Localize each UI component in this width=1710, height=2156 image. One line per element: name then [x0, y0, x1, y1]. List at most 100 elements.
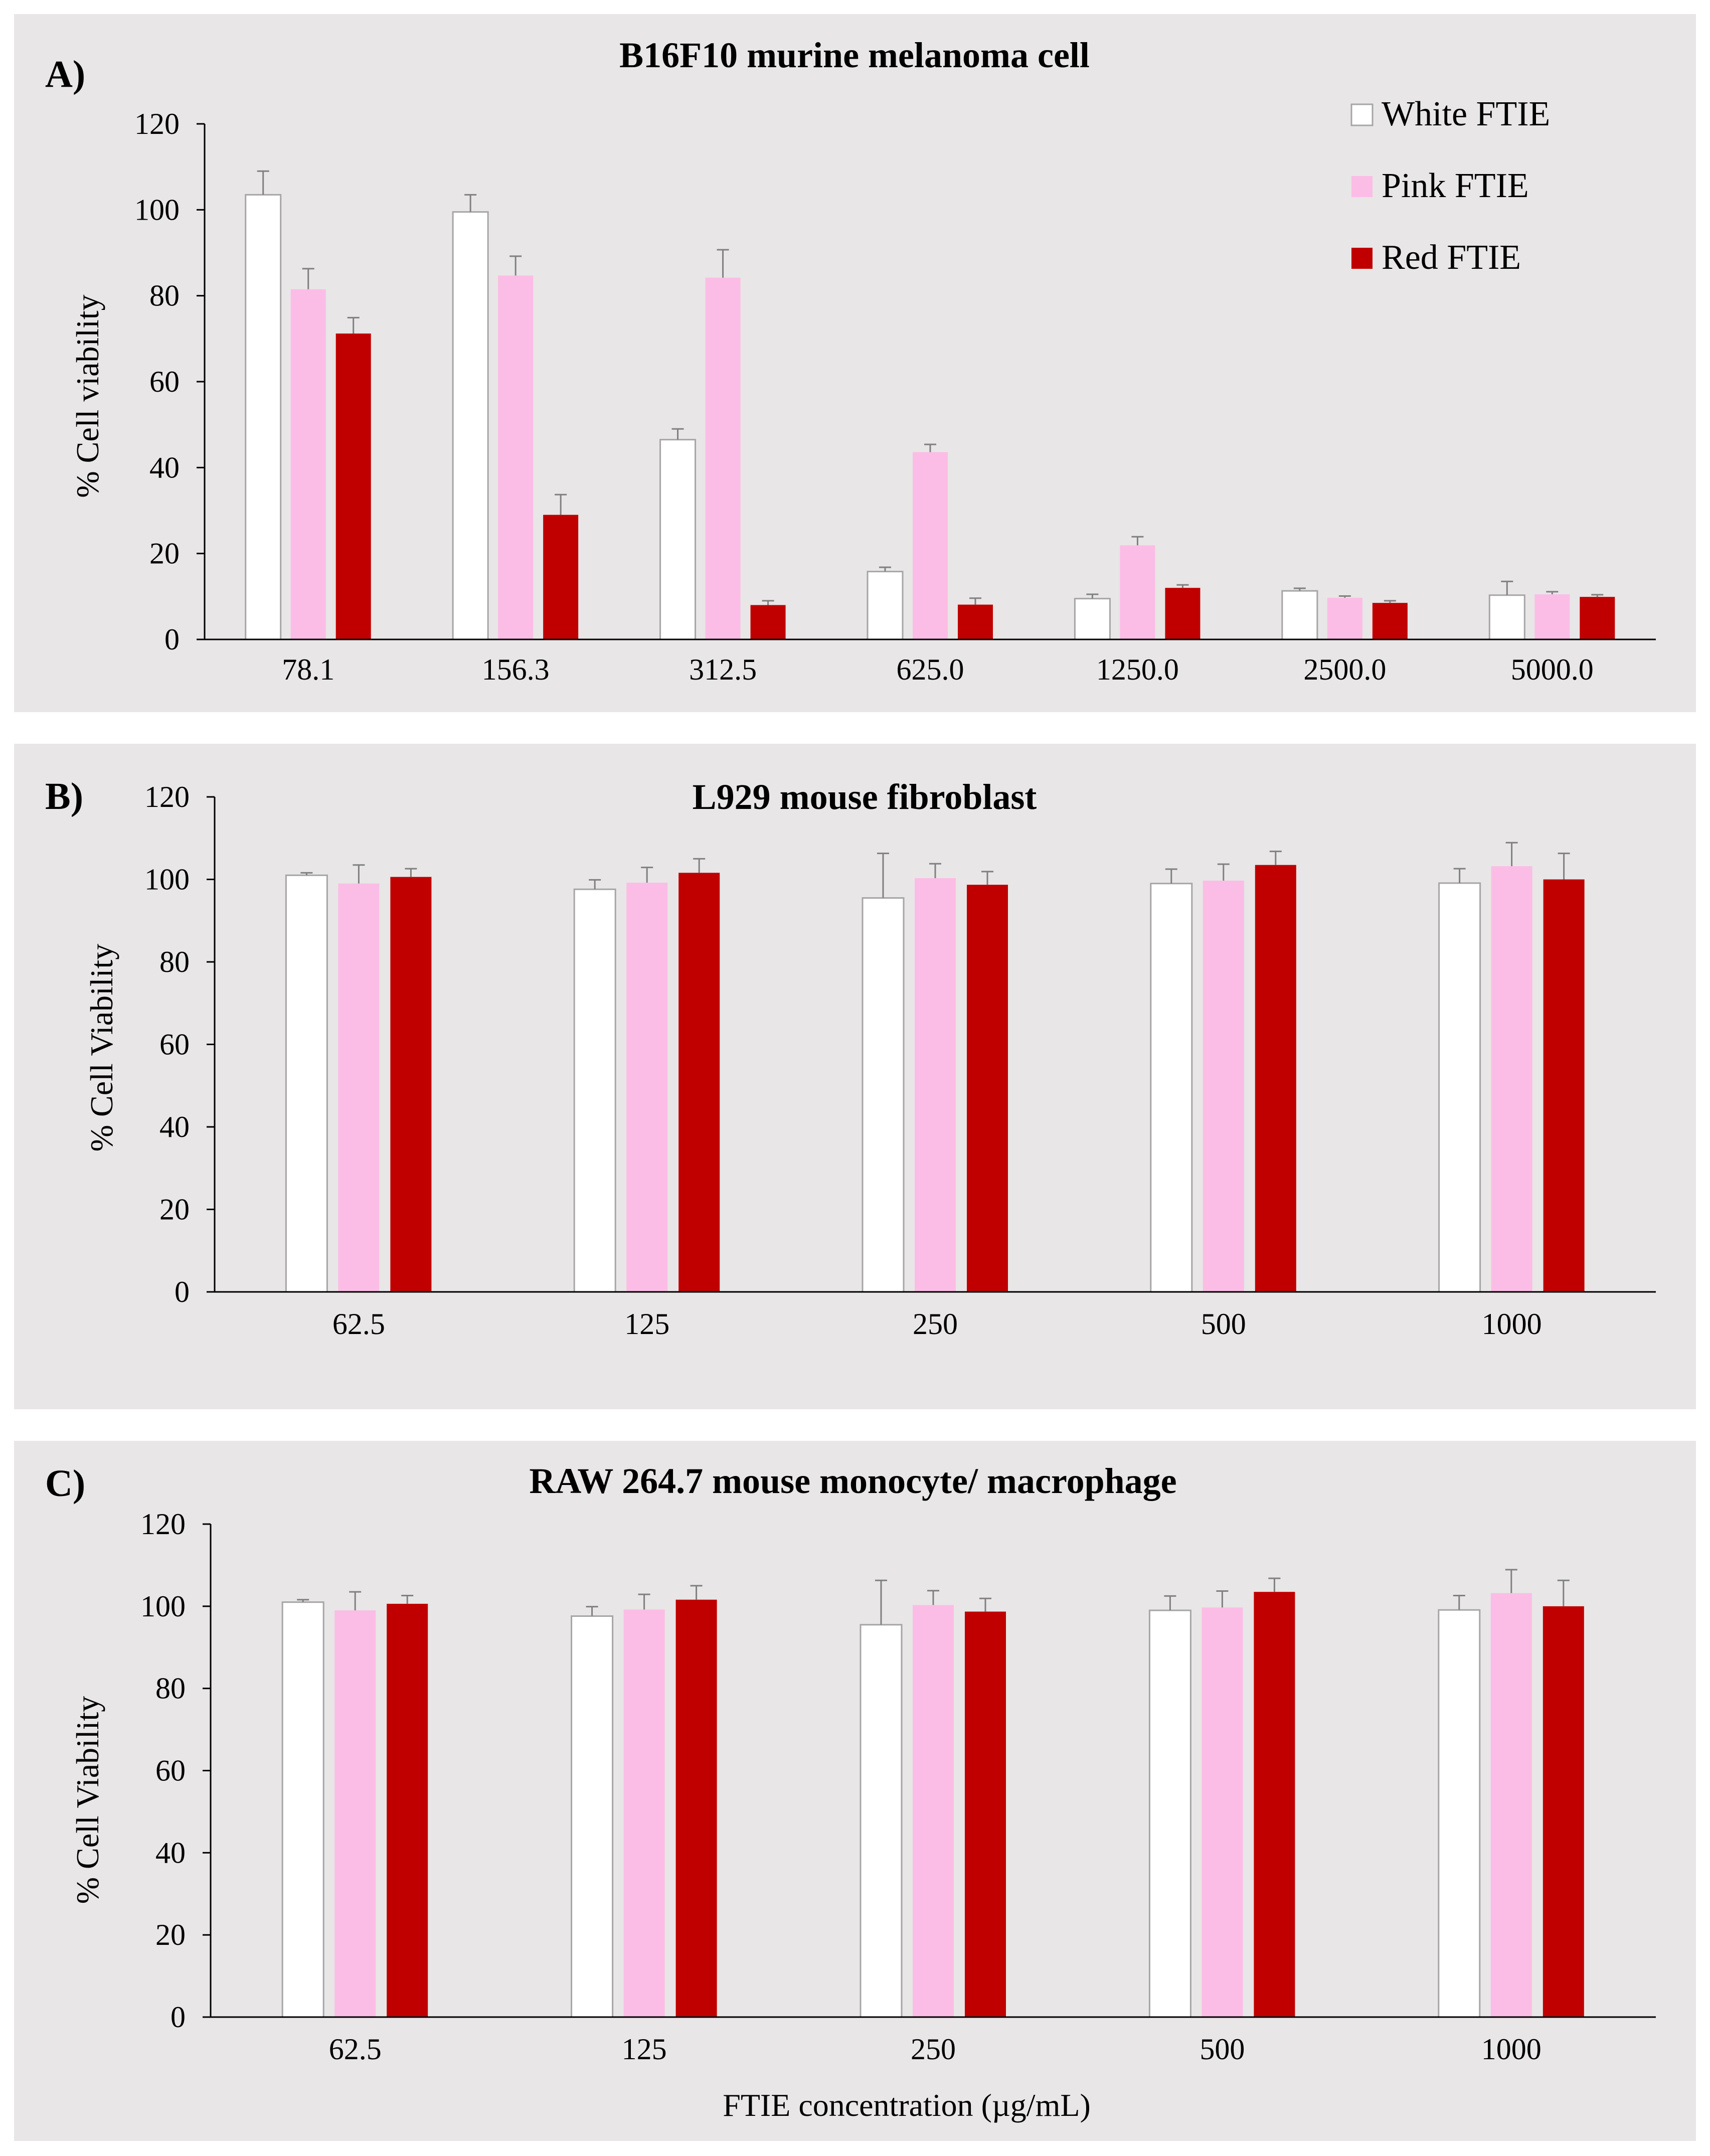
x-tick-label: 78.1 — [282, 653, 334, 686]
x-tick-label: 500 — [1200, 2033, 1245, 2066]
x-tick-label: 312.5 — [689, 653, 757, 686]
bar-white — [862, 897, 905, 1293]
chart-title-c: RAW 264.7 mouse monocyte/ macrophage — [529, 1461, 1176, 1501]
y-axis-title-a: % Cell viability — [70, 294, 105, 497]
y-tick-label: 40 — [149, 451, 180, 484]
bar-red — [387, 1603, 428, 2017]
bar-pink — [290, 289, 326, 639]
x-axis-title-c: FTIE concentration (µg/mL) — [723, 2087, 1091, 2123]
x-tick-label: 1000 — [1482, 1307, 1542, 1341]
y-tick-label: 100 — [134, 193, 180, 226]
bar-pink — [915, 878, 956, 1292]
bar-red — [750, 605, 786, 639]
y-tick-label: 60 — [149, 365, 180, 398]
x-tick-label: 156.3 — [482, 653, 550, 686]
bar-white — [659, 439, 697, 640]
panel-label-c: C) — [45, 1462, 85, 1505]
x-tick-label: 1000 — [1481, 2033, 1542, 2066]
bar-white — [281, 1601, 324, 2018]
x-tick-label: 2500.0 — [1303, 653, 1386, 686]
bar-white — [860, 1624, 903, 2018]
panel-c: C) RAW 264.7 mouse monocyte/ macrophage … — [14, 1441, 1696, 2141]
bar-white — [452, 211, 489, 640]
bar-pink — [626, 883, 668, 1292]
x-tick-label: 1250.0 — [1096, 653, 1179, 686]
panel-label-b: B) — [45, 775, 83, 817]
bar-white — [1281, 590, 1318, 640]
legend-label-white: White FTIE — [1382, 95, 1550, 133]
y-tick-label: 60 — [155, 1754, 186, 1787]
bar-red — [1165, 588, 1201, 639]
bar-red — [1543, 879, 1585, 1292]
chart-title-a: B16F10 murine melanoma cell — [619, 35, 1090, 75]
legend-label-red: Red FTIE — [1382, 238, 1521, 277]
x-tick-label: 125 — [624, 1307, 669, 1341]
panel-label-a: A) — [45, 53, 85, 95]
bar-red — [1255, 865, 1296, 1292]
bar-pink — [498, 275, 534, 639]
bar-white — [285, 874, 328, 1293]
bar-red — [675, 1599, 717, 2017]
bar-red — [1580, 597, 1615, 639]
bar-pink — [705, 277, 741, 639]
legend-swatch-red — [1351, 248, 1373, 269]
y-tick-label: 0 — [175, 1275, 190, 1308]
bar-white — [1074, 598, 1111, 640]
bar-pink — [1202, 1607, 1243, 2017]
bar-red — [1254, 1592, 1295, 2017]
y-tick-label: 80 — [159, 945, 190, 978]
bar-white — [245, 194, 282, 640]
bar-pink — [913, 1605, 954, 2017]
legend-label-pink: Pink FTIE — [1382, 167, 1529, 205]
y-tick-label: 100 — [140, 1590, 186, 1623]
legend-swatch-white — [1350, 103, 1374, 126]
bar-red — [390, 877, 432, 1292]
x-tick-label: 62.5 — [329, 2033, 382, 2066]
y-tick-label: 40 — [159, 1110, 190, 1143]
bar-white — [573, 888, 616, 1293]
x-tick-label: 62.5 — [332, 1307, 385, 1341]
bar-pink — [1327, 597, 1362, 639]
chart-c-svg: C) RAW 264.7 mouse monocyte/ macrophage … — [45, 1461, 1656, 2123]
panel-b: B) L929 mouse fibroblast % Cell Viabilit… — [14, 744, 1696, 1409]
bar-pink — [913, 452, 948, 639]
bar-pink — [1534, 594, 1570, 639]
bar-white — [571, 1615, 614, 2018]
x-tick-label: 250 — [911, 2033, 956, 2066]
y-tick-label: 120 — [134, 107, 180, 140]
bar-white — [867, 571, 904, 640]
bar-white — [1438, 1609, 1481, 2018]
chart-b-svg: B) L929 mouse fibroblast % Cell Viabilit… — [45, 775, 1656, 1341]
y-tick-label: 100 — [144, 863, 190, 896]
bar-white — [1150, 883, 1193, 1293]
x-tick-label: 125 — [622, 2033, 667, 2066]
bar-red — [678, 873, 720, 1292]
bar-red — [1543, 1606, 1584, 2017]
bar-red — [958, 604, 993, 639]
bar-red — [335, 334, 371, 639]
bar-white — [1438, 882, 1481, 1293]
x-tick-label: 250 — [913, 1307, 958, 1341]
bar-white — [1148, 1609, 1191, 2018]
bar-pink — [1120, 545, 1155, 639]
y-tick-label: 20 — [155, 1918, 186, 1951]
chart-title-b: L929 mouse fibroblast — [693, 777, 1037, 817]
y-tick-label: 20 — [159, 1193, 190, 1226]
y-axis-title-c: % Cell Viability — [70, 1696, 105, 1904]
y-tick-label: 120 — [144, 780, 190, 813]
y-tick-label: 0 — [170, 2001, 186, 2034]
bar-pink — [1203, 880, 1244, 1292]
panel-a: A) B16F10 murine melanoma cell % Cell vi… — [14, 14, 1696, 712]
legend-swatch-pink — [1351, 176, 1373, 197]
bar-red — [965, 1611, 1006, 2017]
bar-red — [967, 885, 1008, 1292]
y-tick-label: 120 — [140, 1508, 186, 1541]
bar-pink — [1490, 1593, 1532, 2017]
bar-pink — [334, 1610, 376, 2017]
x-tick-label: 625.0 — [897, 653, 964, 686]
bar-white — [1488, 594, 1525, 640]
bar-red — [543, 515, 579, 639]
bar-pink — [338, 883, 380, 1292]
bar-pink — [1491, 866, 1532, 1292]
y-axis-title-b: % Cell Viability — [84, 944, 119, 1152]
